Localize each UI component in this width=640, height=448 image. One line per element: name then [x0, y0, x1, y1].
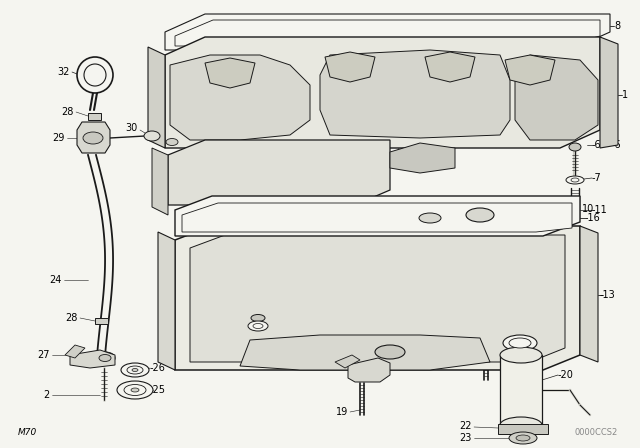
Ellipse shape: [516, 435, 530, 441]
Text: -5: -5: [512, 210, 522, 220]
Polygon shape: [320, 50, 510, 138]
Ellipse shape: [375, 345, 405, 359]
Polygon shape: [77, 122, 110, 153]
Circle shape: [84, 64, 106, 86]
Ellipse shape: [466, 208, 494, 222]
Text: -20: -20: [558, 370, 574, 380]
Text: -18: -18: [500, 357, 516, 367]
Text: 1: 1: [622, 90, 628, 100]
Polygon shape: [165, 14, 610, 50]
Text: 10: 10: [582, 204, 595, 214]
Ellipse shape: [509, 432, 537, 444]
Text: -25: -25: [150, 385, 166, 395]
Text: -12: -12: [458, 215, 474, 225]
Polygon shape: [335, 355, 360, 368]
Polygon shape: [580, 226, 598, 362]
Text: 22: 22: [460, 421, 472, 431]
Ellipse shape: [500, 347, 542, 363]
Ellipse shape: [127, 366, 143, 374]
Ellipse shape: [144, 131, 160, 141]
Polygon shape: [152, 148, 168, 215]
Polygon shape: [425, 52, 475, 82]
Ellipse shape: [124, 384, 146, 396]
Polygon shape: [158, 232, 175, 370]
Polygon shape: [348, 358, 390, 382]
Text: -6: -6: [592, 140, 602, 150]
Ellipse shape: [121, 363, 149, 377]
Ellipse shape: [83, 132, 103, 144]
Text: 30: 30: [125, 123, 138, 133]
Polygon shape: [182, 203, 572, 232]
Polygon shape: [165, 37, 600, 148]
Polygon shape: [205, 58, 255, 88]
Text: -7: -7: [592, 173, 602, 183]
Polygon shape: [175, 20, 600, 46]
Text: 2: 2: [44, 390, 50, 400]
Text: 15: 15: [236, 290, 248, 300]
Ellipse shape: [509, 338, 531, 348]
Bar: [498, 424, 548, 434]
Text: -21: -21: [558, 335, 574, 345]
Text: 19: 19: [336, 407, 348, 417]
Polygon shape: [390, 143, 455, 173]
Text: M70: M70: [18, 427, 37, 436]
Text: 23: 23: [460, 433, 472, 443]
Polygon shape: [70, 350, 115, 368]
Ellipse shape: [132, 369, 138, 371]
Ellipse shape: [95, 352, 115, 364]
Text: -16: -16: [585, 213, 601, 223]
Text: 9: 9: [229, 203, 235, 213]
Text: 32: 32: [58, 67, 70, 77]
Text: 0000CCS2: 0000CCS2: [575, 427, 618, 436]
Polygon shape: [170, 55, 310, 140]
Polygon shape: [65, 345, 85, 358]
Polygon shape: [505, 55, 555, 85]
Polygon shape: [325, 52, 375, 82]
Polygon shape: [148, 47, 165, 148]
Polygon shape: [515, 55, 598, 140]
Text: 27: 27: [38, 350, 50, 360]
Text: -6: -6: [612, 140, 621, 150]
Polygon shape: [600, 37, 618, 148]
Ellipse shape: [166, 138, 178, 146]
Polygon shape: [175, 226, 580, 370]
Ellipse shape: [248, 321, 268, 331]
Ellipse shape: [117, 381, 153, 399]
Text: 14: 14: [264, 290, 276, 300]
Ellipse shape: [500, 417, 542, 433]
Text: -13: -13: [600, 290, 616, 300]
Ellipse shape: [503, 335, 537, 351]
Ellipse shape: [419, 213, 441, 223]
Text: 29: 29: [52, 133, 65, 143]
Circle shape: [77, 57, 113, 93]
Ellipse shape: [131, 388, 139, 392]
Text: 3: 3: [235, 138, 241, 148]
Bar: [500, 355, 542, 425]
Text: 28: 28: [61, 107, 74, 117]
Ellipse shape: [251, 314, 265, 322]
Text: 28: 28: [66, 313, 78, 323]
Ellipse shape: [566, 176, 584, 184]
Ellipse shape: [99, 354, 111, 362]
Ellipse shape: [569, 143, 581, 151]
Polygon shape: [190, 235, 565, 362]
Text: 4: 4: [235, 168, 241, 178]
Text: 24: 24: [50, 275, 62, 285]
Ellipse shape: [253, 323, 263, 328]
Text: 31: 31: [158, 125, 170, 135]
Polygon shape: [240, 335, 490, 370]
Text: L: L: [508, 383, 515, 396]
Text: -26: -26: [150, 363, 166, 373]
Polygon shape: [175, 196, 580, 236]
Text: 8: 8: [614, 21, 620, 31]
Ellipse shape: [571, 178, 579, 182]
Polygon shape: [88, 113, 101, 120]
Polygon shape: [95, 318, 108, 324]
Polygon shape: [168, 140, 390, 205]
Text: -11: -11: [592, 205, 608, 215]
Text: 17: 17: [306, 353, 318, 363]
